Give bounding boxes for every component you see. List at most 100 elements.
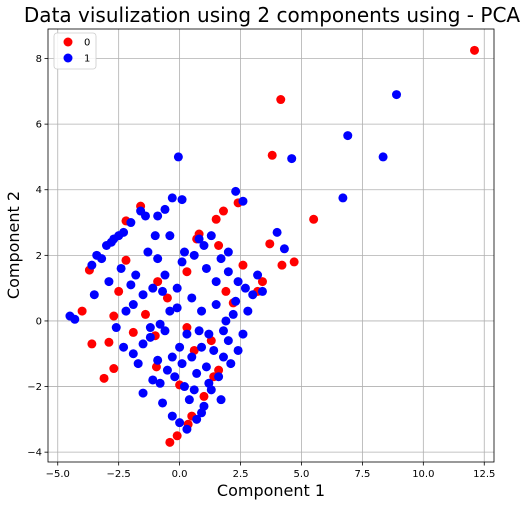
point-series-1: [238, 196, 248, 206]
point-series-0: [277, 260, 287, 270]
point-series-1: [104, 277, 114, 287]
point-series-1: [172, 283, 182, 293]
point-series-1: [128, 300, 138, 310]
point-series-1: [182, 329, 192, 339]
point-series-1: [153, 254, 163, 264]
point-series-0: [265, 239, 275, 249]
y-tick-label: −4: [27, 448, 42, 459]
point-series-1: [177, 195, 187, 205]
point-series-1: [192, 414, 202, 424]
x-tick-label: 12.5: [473, 469, 495, 480]
point-series-1: [221, 316, 231, 326]
point-series-1: [187, 293, 197, 303]
point-series-0: [121, 255, 131, 265]
x-tick-label: 0.0: [172, 469, 188, 480]
point-series-0: [153, 277, 163, 287]
point-series-1: [70, 314, 80, 324]
legend-label-1: 1: [84, 54, 90, 65]
point-series-1: [160, 270, 170, 280]
point-series-1: [175, 418, 185, 428]
x-tick-label: 2.5: [233, 469, 249, 480]
point-series-0: [140, 309, 150, 319]
point-series-1: [162, 365, 172, 375]
point-series-1: [233, 345, 243, 355]
point-series-1: [145, 332, 155, 342]
x-tick-label: 7.5: [354, 469, 370, 480]
point-series-1: [131, 270, 141, 280]
point-series-1: [343, 131, 353, 141]
point-series-1: [238, 329, 248, 339]
point-series-1: [228, 309, 238, 319]
point-series-0: [470, 45, 480, 55]
point-series-1: [128, 349, 138, 359]
point-series-1: [338, 193, 348, 203]
point-series-1: [158, 286, 168, 296]
y-axis-ticks: −4 −2 0 2 4 6 8: [27, 54, 48, 459]
point-series-0: [99, 373, 109, 383]
point-series-1: [194, 234, 204, 244]
point-series-1: [165, 231, 175, 241]
point-series-0: [238, 260, 248, 270]
point-series-1: [184, 395, 194, 405]
point-series-1: [206, 231, 216, 241]
point-series-0: [214, 365, 224, 375]
point-series-1: [97, 254, 107, 264]
y-tick-label: 2: [36, 251, 42, 262]
point-series-1: [378, 152, 388, 162]
point-series-0: [109, 364, 119, 374]
point-series-1: [153, 211, 163, 221]
point-series-1: [204, 329, 214, 339]
point-series-1: [165, 306, 175, 316]
point-series-1: [121, 306, 131, 316]
point-series-1: [138, 290, 148, 300]
x-axis-label: Component 1: [217, 481, 325, 500]
point-series-1: [197, 408, 207, 418]
point-series-1: [126, 218, 136, 228]
point-series-1: [177, 257, 187, 267]
point-series-1: [145, 323, 155, 333]
point-series-1: [136, 206, 146, 216]
point-series-1: [209, 345, 219, 355]
x-tick-label: −2.5: [107, 469, 131, 480]
point-series-1: [226, 359, 236, 369]
point-series-0: [199, 391, 209, 401]
y-tick-label: 0: [36, 316, 42, 327]
point-series-1: [172, 303, 182, 313]
legend: 0 1: [53, 32, 97, 70]
point-series-1: [287, 154, 297, 164]
legend-marker-0: [63, 37, 73, 47]
point-series-1: [106, 237, 116, 247]
point-series-0: [165, 437, 175, 447]
point-series-1: [167, 352, 177, 362]
chart-title: Data visulization using 2 components usi…: [24, 3, 521, 27]
point-series-1: [138, 388, 148, 398]
grid-lines: [48, 29, 494, 462]
point-series-0: [211, 214, 221, 224]
point-series-1: [155, 378, 165, 388]
point-series-1: [116, 263, 126, 273]
point-series-0: [77, 306, 87, 316]
point-series-0: [114, 286, 124, 296]
point-series-1: [175, 342, 185, 352]
point-series-1: [223, 336, 233, 346]
point-series-0: [182, 323, 192, 333]
y-axis-label: Component 2: [4, 191, 23, 299]
point-series-1: [126, 280, 136, 290]
point-series-1: [143, 247, 153, 257]
legend-label-0: 0: [84, 38, 90, 49]
point-series-1: [231, 186, 241, 196]
point-series-1: [233, 277, 243, 287]
point-series-1: [173, 152, 183, 162]
x-axis-ticks: −5.0 −2.5 0.0 2.5 5.0 7.5 10.0 12.5: [46, 462, 495, 480]
point-series-1: [214, 372, 224, 382]
point-series-1: [150, 231, 160, 241]
point-series-0: [182, 267, 192, 277]
point-series-1: [218, 352, 228, 362]
point-series-0: [109, 311, 119, 321]
point-series-1: [199, 241, 209, 250]
data-points: [65, 45, 480, 447]
y-tick-label: 6: [36, 120, 42, 131]
point-series-1: [253, 270, 263, 280]
point-series-1: [155, 319, 165, 329]
point-series-1: [87, 260, 97, 270]
